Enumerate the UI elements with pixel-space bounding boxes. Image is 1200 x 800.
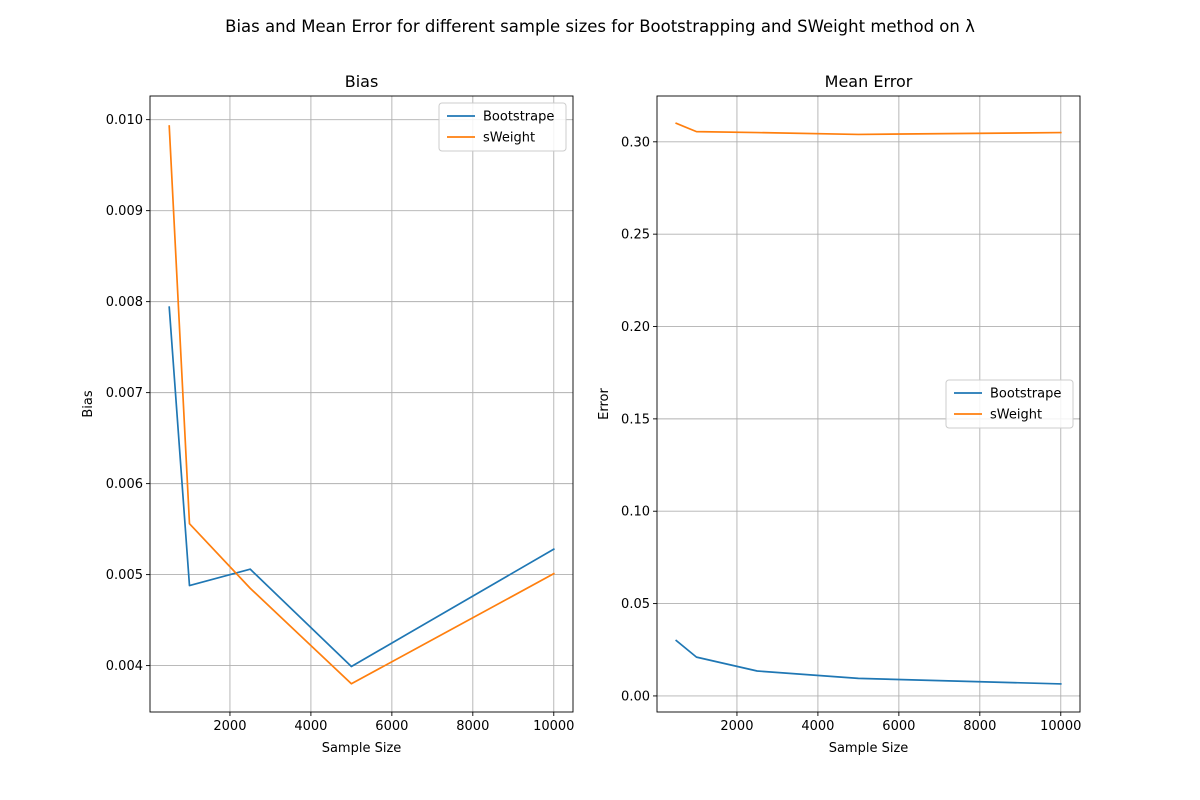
legend-label: sWeight: [483, 131, 535, 146]
legend-label: Bootstrape: [990, 387, 1061, 402]
x-tick-label: 4000: [294, 719, 327, 734]
y-tick-label: 0.00: [621, 689, 650, 704]
series-line-bootstrape: [168, 306, 555, 668]
x-tick-label: 8000: [963, 719, 996, 734]
y-tick-label: 0.006: [106, 477, 143, 492]
y-tick-label: 0.005: [106, 568, 143, 583]
y-axis-label: Bias: [81, 390, 96, 417]
legend-box: [438, 102, 567, 152]
plot-title: Bias: [345, 72, 379, 91]
series-line-sweight: [168, 125, 555, 685]
figure-title: Bias and Mean Error for different sample…: [225, 17, 975, 36]
y-tick-label: 0.10: [621, 505, 650, 520]
x-tick-label: 6000: [375, 719, 408, 734]
y-tick-label: 0.004: [106, 659, 143, 674]
axes-frame: [656, 95, 1081, 713]
plot-title: Mean Error: [825, 72, 913, 91]
legend-label: Bootstrape: [483, 110, 554, 125]
legend: Bootstrape sWeight: [945, 379, 1074, 429]
y-axis-label: Error: [597, 388, 612, 420]
x-tick-label: 6000: [882, 719, 915, 734]
legend-box: [945, 379, 1074, 429]
y-tick-label: 0.05: [621, 597, 650, 612]
y-tick-label: 0.20: [621, 320, 650, 335]
legend-label: sWeight: [990, 408, 1042, 423]
y-tick-label: 0.007: [106, 386, 143, 401]
y-tick-label: 0.010: [106, 113, 143, 128]
x-tick-label: 4000: [801, 719, 834, 734]
y-tick-label: 0.25: [621, 228, 650, 243]
x-axis-label: Sample Size: [322, 741, 402, 756]
legend: Bootstrape sWeight: [438, 102, 567, 152]
x-tick-label: 2000: [213, 719, 246, 734]
x-axis-label: Sample Size: [829, 741, 909, 756]
axes-frame: [149, 95, 574, 713]
x-tick-label: 2000: [720, 719, 753, 734]
x-tick-label: 10000: [1040, 719, 1081, 734]
x-tick-label: 8000: [456, 719, 489, 734]
bias-plot: 2000 4000 6000 8000 10000 0.004 0.005 0.006 0.00…: [81, 72, 574, 756]
mean-error-plot: 2000 4000 6000 8000 10000 0.00 0.05 0.10 0.15 0.2…: [597, 72, 1081, 756]
y-tick-label: 0.30: [621, 135, 650, 150]
x-tick-label: 10000: [533, 719, 574, 734]
y-tick-label: 0.15: [621, 412, 650, 427]
series-line-bootstrape: [675, 639, 1062, 685]
y-tick-label: 0.009: [106, 204, 143, 219]
series-line-sweight: [675, 122, 1062, 136]
y-tick-label: 0.008: [106, 295, 143, 310]
